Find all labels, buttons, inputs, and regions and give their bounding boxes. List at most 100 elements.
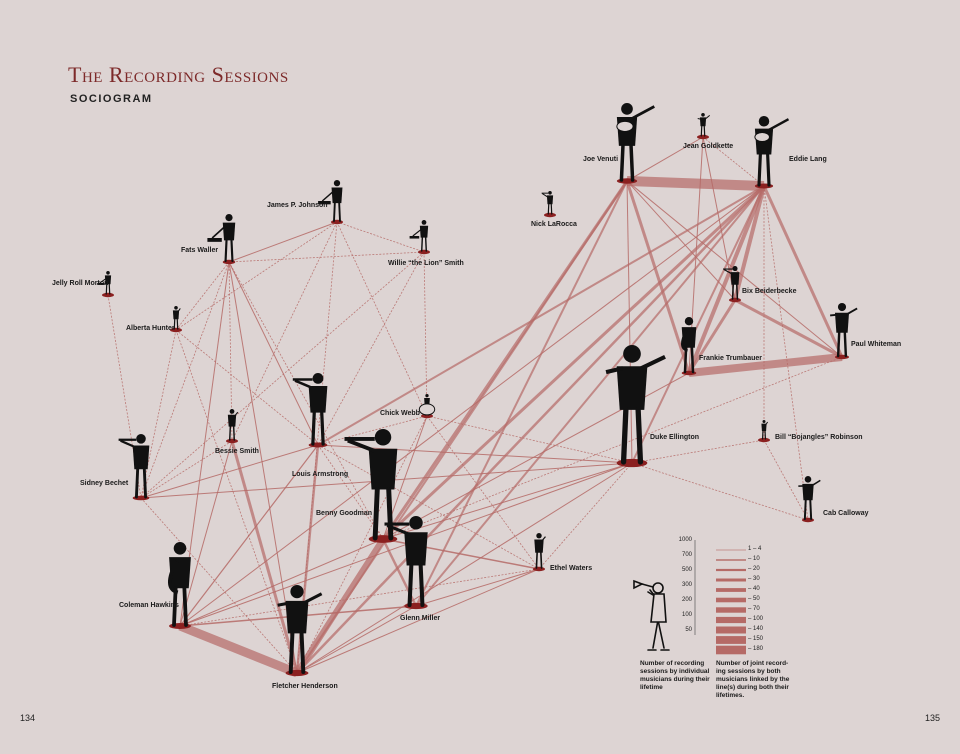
page-subtitle: SOCIOGRAM	[70, 93, 153, 105]
musician-label-waters: Ethel Waters	[550, 565, 593, 572]
conductor-icon	[605, 345, 666, 468]
connection-lang-trumbauer	[687, 185, 766, 374]
page-number-left: 134	[20, 713, 36, 723]
legend-joint-tick: – 70	[748, 606, 760, 612]
legend-band	[716, 597, 746, 603]
legend-session-tick: 200	[681, 597, 692, 603]
connection-hawkins-waters	[179, 568, 540, 627]
conductor-icon	[830, 303, 858, 360]
musician-label-bessie: Bessie Smith	[215, 448, 259, 455]
connection-smith_w-armstrong	[317, 251, 425, 446]
connection-ellington-waters	[538, 462, 633, 570]
connection-goldkette-lang	[702, 136, 765, 187]
connection-webb-waters	[426, 415, 540, 570]
legend-band	[716, 636, 746, 644]
connection-waller-armstrong	[228, 261, 319, 446]
connection-bechet-bessie	[140, 440, 233, 499]
musician-label-goodman: Benny Goodman	[316, 510, 373, 517]
musician-label-goldkette: Jean Goldkette	[683, 143, 734, 150]
legend-band	[716, 578, 746, 582]
connection-lang-calloway	[763, 185, 809, 521]
musician-label-morton: Jelly Roll Morton	[52, 280, 109, 287]
clarinetist-icon	[344, 429, 398, 543]
connection-beiderbecke-trumbauer	[687, 299, 737, 374]
musician-figures	[97, 103, 858, 677]
legend-band	[716, 645, 746, 655]
connection-lang-hawkins	[179, 185, 765, 627]
connection-venuti-lang	[626, 176, 765, 191]
saxophonist-icon	[167, 542, 191, 629]
connection-ellington-goodman	[382, 462, 633, 540]
connection-armstrong-goodman	[317, 444, 384, 540]
cornetist-icon	[723, 266, 741, 303]
singer-icon	[170, 306, 182, 333]
singer-icon	[533, 533, 546, 572]
legend-trumpeter-icon	[633, 579, 670, 651]
legend-joint-tick: – 180	[748, 646, 764, 652]
trumpeter-icon	[292, 373, 328, 448]
legend-joint-tick: – 150	[748, 636, 764, 642]
musician-label-ellington: Duke Ellington	[650, 434, 699, 441]
musician-label-beiderbecke: Bix Beiderbecke	[742, 288, 797, 295]
connection-hawkins-armstrong	[179, 444, 319, 627]
connection-waller-smith_w	[228, 251, 425, 263]
connection-hunter-henderson	[175, 329, 298, 674]
legend-left-caption: Number of recording sessions by individu…	[640, 660, 710, 691]
connection-morton-bechet	[107, 294, 142, 499]
connection-smith_w-bechet	[140, 251, 425, 499]
conductor-icon	[697, 113, 711, 140]
musician-label-webb: Chick Webb	[380, 410, 420, 417]
connection-armstrong-waters	[317, 444, 540, 570]
legend-band	[716, 626, 746, 634]
legend-band	[716, 568, 746, 572]
musician-label-larocca: Nick LaRocca	[531, 221, 577, 228]
connection-miller-waters	[415, 568, 540, 607]
connection-trumbauer-whiteman	[688, 353, 843, 377]
pianist-icon	[409, 220, 430, 255]
connection-johnson-bessie	[231, 221, 338, 442]
legend-session-tick: 500	[681, 567, 692, 573]
legend-band	[716, 607, 746, 613]
legend-joint-tick: – 140	[748, 626, 764, 632]
dancer-icon	[758, 420, 770, 443]
musician-label-armstrong: Louis Armstrong	[292, 471, 349, 478]
musician-label-robinson: Bill “Bojangles” Robinson	[775, 434, 863, 441]
legend-joint-tick: – 30	[748, 576, 760, 582]
connection-robinson-calloway	[763, 439, 809, 521]
legend-joint-tick: – 20	[748, 566, 760, 572]
connection-ellington-henderson	[296, 462, 633, 674]
conductor-icon	[798, 476, 821, 523]
musician-label-waller: Fats Waller	[181, 247, 219, 254]
trombonist-icon	[384, 516, 428, 610]
legend-joint-tick: – 40	[748, 586, 760, 592]
connection-hunter-armstrong	[175, 329, 319, 446]
connection-waller-bessie	[228, 261, 233, 442]
legend-session-tick: 700	[681, 552, 692, 558]
connection-henderson-miller	[296, 605, 417, 674]
connection-lang-armstrong	[317, 185, 765, 446]
connection-lang-whiteman	[762, 185, 844, 358]
connection-johnson-webb	[336, 221, 428, 417]
page-title: The Recording Sessions	[68, 62, 289, 87]
clarinetist-icon	[118, 434, 150, 501]
connection-webb-ellington	[426, 415, 633, 464]
legend-band	[716, 588, 746, 592]
connection-lang-ellington	[631, 185, 765, 464]
drummer-icon	[418, 394, 436, 419]
legend-session-tick: 300	[681, 582, 692, 588]
connection-hunter-bechet	[140, 329, 177, 499]
connection-waller-hunter	[175, 261, 230, 331]
connection-johnson-smith_w	[336, 221, 425, 253]
connection-johnson-henderson	[296, 221, 338, 674]
cornetist-icon	[541, 191, 556, 218]
pianist-icon	[97, 271, 114, 298]
musician-label-johnson: James P. Johnson	[267, 202, 328, 209]
connection-venuti-goldkette	[626, 136, 704, 182]
connection-hawkins-goodman	[179, 538, 384, 627]
connection-venuti-ellington	[626, 180, 633, 464]
legend-band	[716, 549, 746, 551]
musician-label-smith_w: Willie “the Lion” Smith	[388, 260, 464, 267]
pianist-icon	[207, 214, 236, 265]
connection-webb-henderson	[296, 415, 428, 674]
